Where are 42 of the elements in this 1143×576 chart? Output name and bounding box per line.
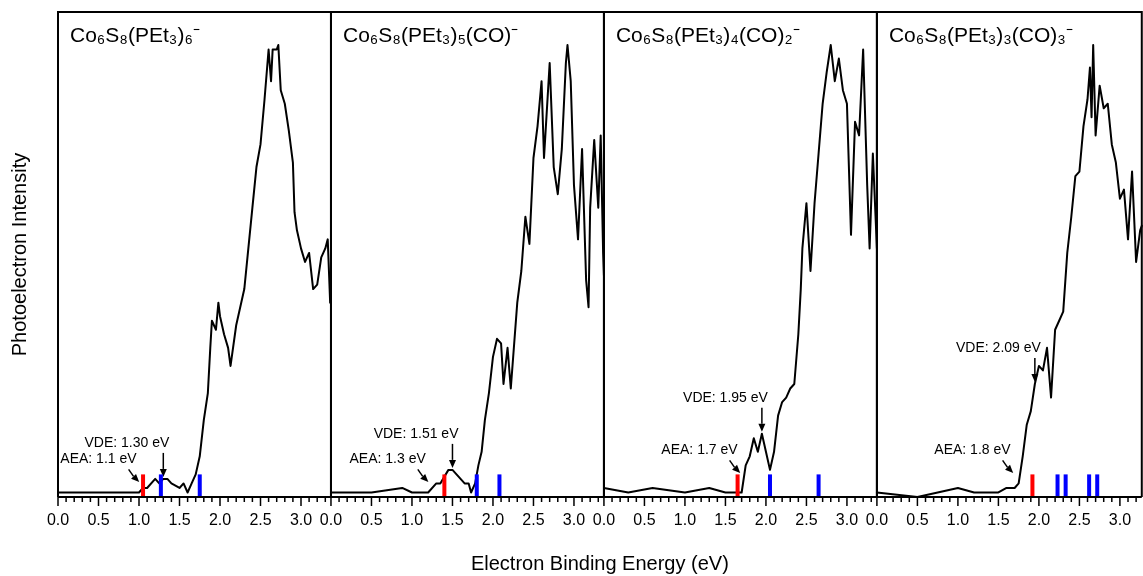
x-tick-label: 3.0 [835,511,859,528]
annotation: VDE: 1.30 eV [84,433,170,450]
chart-title: Co₆S₈(PEt₃)₅(CO)⁻ [342,23,519,46]
x-tick-label: 3.0 [289,511,313,528]
x-tick-label: 0.5 [906,511,929,528]
annotation: VDE: 1.95 eV [683,388,769,405]
x-tick-label: 1.5 [987,511,1010,528]
x-tick-label: 1.5 [714,511,737,528]
annotation: VDE: 2.09 eV [956,339,1042,355]
x-tick-label: 0.0 [865,511,889,528]
x-tick-label: 0.5 [87,511,110,528]
chart-title: Co₆S₈(PEt₃)₃(CO)₃⁻ [888,23,1073,46]
x-tick-label: 1.5 [441,511,464,528]
annotation: VDE: 1.51 eV [373,424,460,441]
x-tick-label: 1.0 [946,511,970,528]
x-tick-label: 2.0 [481,511,505,528]
x-tick-label: 2.0 [754,511,778,528]
x-tick-label: 3.0 [1108,511,1132,528]
x-tick-label: 0.0 [319,511,343,528]
annotation: AEA: 1.7 eV [661,441,739,458]
x-tick-label: 1.0 [127,511,151,528]
y-axis-title: Photoelectron Intensity [8,152,30,357]
x-tick-label: 0.5 [633,511,656,528]
x-tick-label: 1.0 [400,511,424,528]
annotation: AEA: 1.3 eV [349,450,427,467]
x-tick-label: 2.5 [522,511,545,528]
x-tick-label: 1.0 [673,511,697,528]
x-tick-label: 1.5 [168,511,191,528]
annotation: AEA: 1.8 eV [934,441,1012,458]
x-tick-label: 0.0 [592,511,616,528]
x-tick-label: 3.0 [562,511,586,528]
x-tick-label: 2.0 [1027,511,1051,528]
x-tick-label: 0.0 [46,511,70,528]
chart-title: Co₆S₈(PEt₃)₆⁻ [70,23,200,46]
x-tick-label: 2.5 [249,511,272,528]
x-tick-label: 0.5 [360,511,383,528]
annotation: AEA: 1.1 eV [60,450,138,467]
x-tick-label: 2.5 [1068,511,1091,528]
x-tick-label: 2.5 [795,511,818,528]
x-axis-title: Electron Binding Energy (eV) [470,552,729,574]
chart-title: Co₆S₈(PEt₃)₄(CO)₂⁻ [615,23,800,46]
x-tick-label: 2.0 [208,511,232,528]
